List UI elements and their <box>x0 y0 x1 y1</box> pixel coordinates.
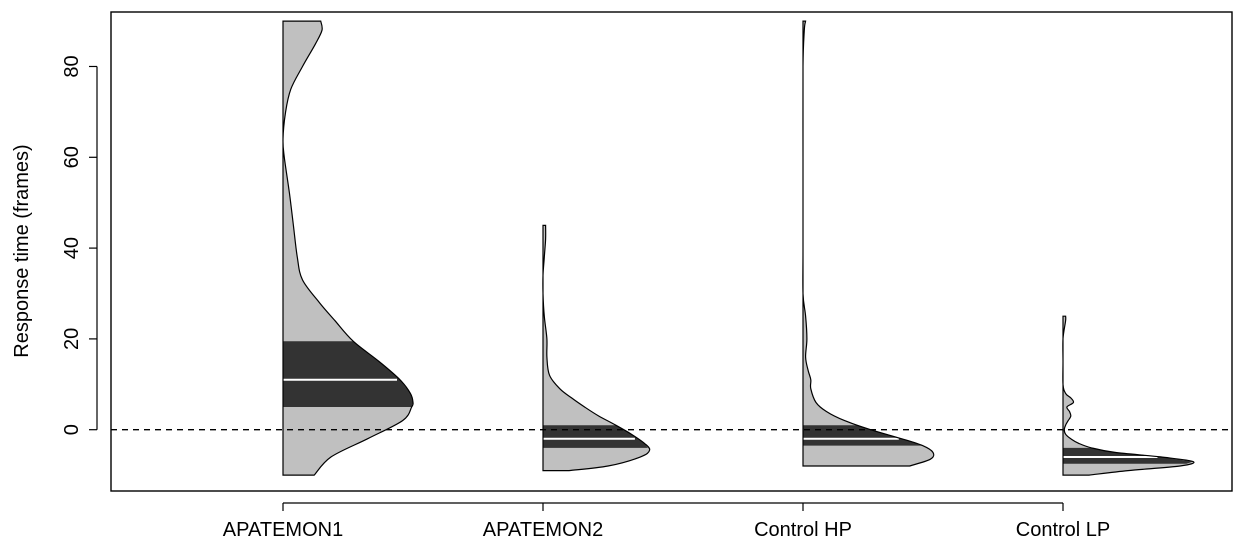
violin-control-hp <box>802 20 935 467</box>
y-tick-label: 80 <box>61 55 83 77</box>
y-tick-label: 60 <box>61 146 83 168</box>
violin-outline <box>802 20 935 467</box>
violin-outline <box>542 224 651 472</box>
y-tick-label: 40 <box>61 237 83 259</box>
y-axis: 0 20 40 60 80 <box>61 55 98 435</box>
violin-apatemon1 <box>282 20 414 476</box>
iqr-band <box>283 341 413 407</box>
violins-group <box>282 20 1195 476</box>
iqr-band <box>543 425 648 448</box>
y-tick-label: 0 <box>61 424 83 435</box>
violin-body <box>542 225 650 471</box>
iqr-band <box>803 425 923 446</box>
y-axis-title: Response time (frames) <box>11 144 33 357</box>
x-tick-label: Control HP <box>754 519 852 541</box>
iqr-band <box>1063 447 1193 464</box>
x-tick-label: Control LP <box>1016 519 1111 541</box>
violin-body <box>802 21 934 466</box>
y-tick-label: 20 <box>61 328 83 350</box>
x-axis: APATEMON1 APATEMON2 Control HP Control LP <box>223 502 1111 541</box>
x-tick-label: APATEMON2 <box>483 519 603 541</box>
plot-frame <box>110 11 1233 492</box>
violin-control-lp <box>1062 315 1195 476</box>
violin-apatemon2 <box>542 224 651 472</box>
violin-outline <box>282 20 414 476</box>
violin-outline <box>1062 315 1195 476</box>
x-tick-label: APATEMON1 <box>223 519 343 541</box>
